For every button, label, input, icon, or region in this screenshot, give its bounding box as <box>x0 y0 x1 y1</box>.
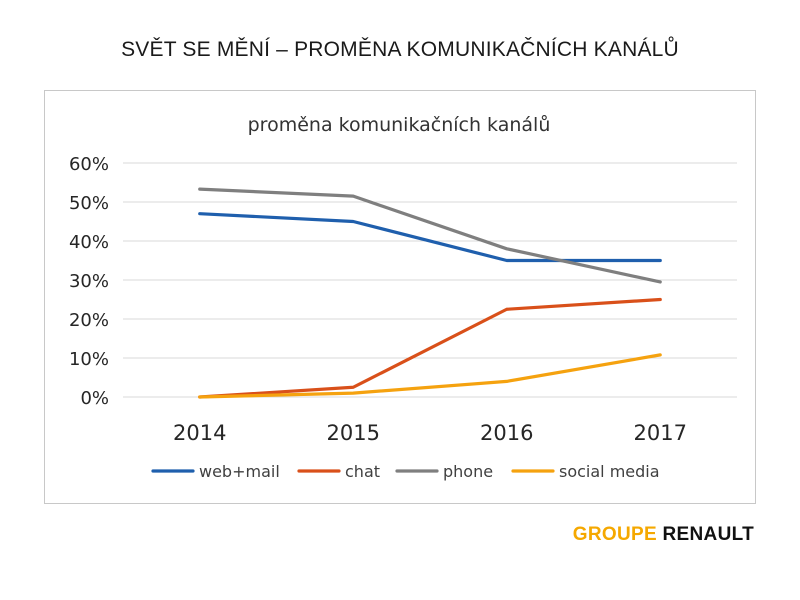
slide-title: SVĚT SE MĚNÍ – PROMĚNA KOMUNIKAČNÍCH KAN… <box>121 38 679 61</box>
y-tick-label: 30% <box>69 271 109 292</box>
legend-label: chat <box>345 462 380 481</box>
line-chart: proměna komunikačních kanálů 0% 10% 20% 30%… <box>69 114 737 481</box>
groupe-renault-logo: GROUPE RENAULT <box>573 524 754 546</box>
chart-title: proměna komunikačních kanálů <box>248 114 551 136</box>
legend-label: social media <box>559 462 660 481</box>
y-tick-label: 50% <box>69 193 109 214</box>
y-tick-label: 60% <box>69 154 109 175</box>
series-line-chat <box>198 297 662 399</box>
y-tick-label: 0% <box>80 388 109 409</box>
series-line-web-mail <box>198 212 662 263</box>
x-tick-label: 2016 <box>480 421 533 445</box>
x-tick-label: 2014 <box>173 421 226 445</box>
series-line-phone <box>198 187 662 284</box>
x-tick-label: 2015 <box>327 421 380 445</box>
y-tick-label: 40% <box>69 232 109 253</box>
brand-part-1: GROUPE <box>572 524 657 545</box>
y-tick-label: 20% <box>69 310 109 331</box>
x-tick-label: 2017 <box>634 421 687 445</box>
brand-part-2: RENAULT <box>662 524 754 545</box>
series-line-social-media <box>198 353 662 399</box>
chart-area: proměna komunikačních kanálů 0% 10% 20% 30%… <box>44 90 756 504</box>
legend-label: phone <box>443 462 493 481</box>
legend-label: web+mail <box>199 462 280 481</box>
y-tick-label: 10% <box>69 349 109 370</box>
